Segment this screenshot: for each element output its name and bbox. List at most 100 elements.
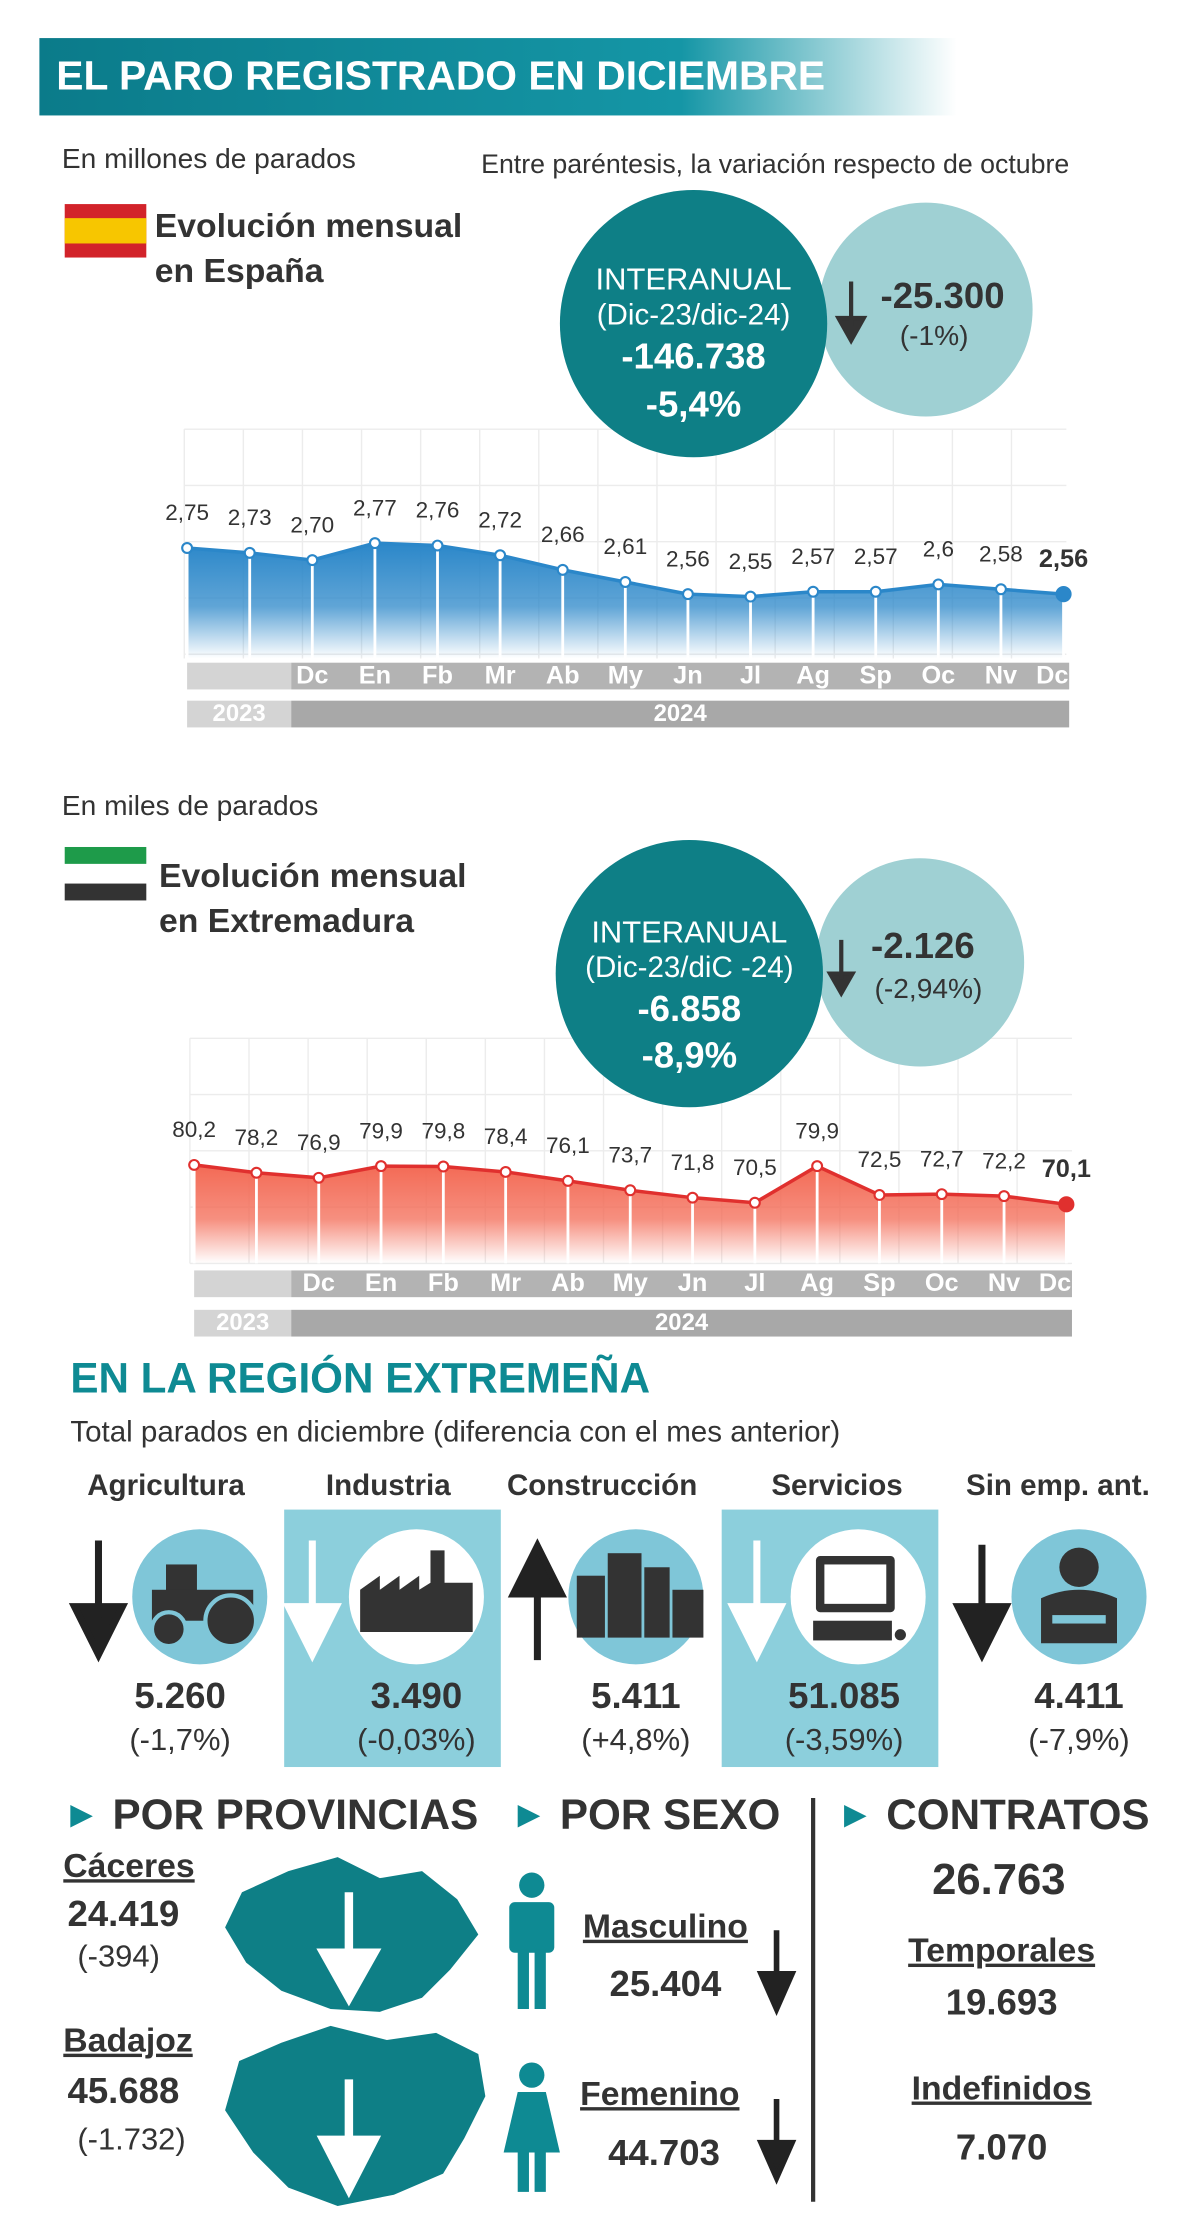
interanual-percent: -8,9% bbox=[642, 1035, 738, 1076]
sex-name: Masculino bbox=[583, 1908, 748, 1946]
flag-stripe bbox=[64, 883, 147, 901]
value-label: 80,2 bbox=[172, 1117, 216, 1142]
monthly-percent: (-1%) bbox=[900, 320, 969, 351]
point bbox=[619, 576, 632, 588]
point bbox=[494, 549, 507, 562]
value-label: 78,2 bbox=[235, 1125, 279, 1150]
value-label: 2,58 bbox=[979, 541, 1023, 566]
value-label: 79,9 bbox=[795, 1118, 839, 1143]
sector-change: (+4,8%) bbox=[581, 1722, 690, 1757]
title: EL PARO REGISTRADO EN DICIEMBRE bbox=[56, 53, 825, 99]
heading: en Extremadura bbox=[159, 902, 414, 940]
value-label: 72,5 bbox=[858, 1147, 902, 1172]
point bbox=[807, 585, 820, 598]
heading: Evolución mensual bbox=[159, 857, 467, 895]
point bbox=[748, 1196, 761, 1209]
province-name: Cáceres bbox=[63, 1847, 194, 1885]
sector-value: 5.260 bbox=[134, 1675, 226, 1716]
point bbox=[998, 1190, 1011, 1203]
value-label: 76,9 bbox=[297, 1130, 341, 1155]
point bbox=[811, 1160, 824, 1173]
header-bar bbox=[39, 38, 957, 116]
x-tick-label: Ab bbox=[546, 661, 580, 689]
monthly-value: -2.126 bbox=[871, 925, 975, 966]
heading: Evolución mensual bbox=[155, 207, 463, 245]
section-title: POR SEXO bbox=[560, 1791, 780, 1838]
period-label: 2023 bbox=[213, 700, 266, 727]
x-tick-label: Oc bbox=[921, 661, 955, 689]
band bbox=[194, 1270, 292, 1298]
point bbox=[243, 546, 256, 559]
sector-change: (-1,7%) bbox=[129, 1722, 230, 1757]
value-label: 2,56 bbox=[666, 546, 710, 571]
value-label: 2,57 bbox=[791, 544, 835, 569]
band bbox=[187, 700, 292, 728]
sector-arrows bbox=[68, 1538, 1012, 1663]
section-title: CONTRATOS bbox=[886, 1791, 1149, 1838]
interanual-period: (Dic-23/diC -24) bbox=[585, 951, 793, 984]
value-label: 2,56 bbox=[1039, 545, 1088, 573]
value-label: 70,5 bbox=[733, 1155, 777, 1180]
down-arrow bbox=[316, 1892, 382, 2007]
period-label: 2023 bbox=[216, 1309, 269, 1336]
value-label: 79,9 bbox=[359, 1118, 403, 1143]
point bbox=[250, 1166, 263, 1179]
male-icon bbox=[509, 1872, 555, 2010]
x-tick-label: Jn bbox=[673, 661, 703, 689]
sex-value: 25.404 bbox=[609, 1963, 721, 2004]
point bbox=[681, 588, 694, 601]
extremadura-chart: 80,2 78,2 76,9 79,9 79,8 78,4 76,1 73,7 71,8 70,5… bbox=[172, 1037, 1091, 1337]
unit-note: En miles de parados bbox=[62, 790, 318, 821]
point bbox=[368, 537, 381, 550]
down-arrow bbox=[834, 281, 868, 345]
sex-name: Femenino bbox=[580, 2075, 739, 2113]
down-arrow bbox=[756, 1930, 797, 2016]
point bbox=[188, 1158, 201, 1171]
interanual-value: -146.738 bbox=[621, 335, 765, 376]
sector-name: Sin emp. ant. bbox=[966, 1469, 1150, 1502]
x-tick-label: Jn bbox=[678, 1269, 708, 1297]
value-label: 79,8 bbox=[421, 1119, 465, 1144]
sector-name: Construcción bbox=[507, 1469, 697, 1502]
band bbox=[291, 662, 1070, 690]
sector-name: Agricultura bbox=[87, 1469, 245, 1502]
sector-icons bbox=[132, 1529, 1147, 1665]
value-label: 2,76 bbox=[416, 498, 460, 523]
x-tick-label: Dc bbox=[303, 1269, 335, 1297]
band bbox=[187, 662, 292, 690]
value-label: 2,57 bbox=[854, 544, 898, 569]
sector-value: 5.411 bbox=[591, 1675, 680, 1716]
contract-name: Temporales bbox=[908, 1932, 1095, 1970]
x-tick-label: Ab bbox=[551, 1269, 585, 1297]
band bbox=[291, 1270, 1072, 1298]
x-tick-label: Oc bbox=[925, 1269, 959, 1297]
spain-chart: 2,75 2,73 2,70 2,77 2,76 2,72 2,66 2,61 2,56 2,55… bbox=[165, 428, 1088, 728]
heading: en España bbox=[155, 252, 324, 290]
x-tick-label: Mr bbox=[490, 1269, 521, 1297]
variation-note: Entre paréntesis, la variación respecto … bbox=[481, 149, 1069, 179]
x-tick-label: Dc bbox=[296, 661, 328, 689]
yearly-bubble bbox=[559, 190, 828, 458]
down-arrow bbox=[826, 939, 857, 998]
x-tick-label: Nv bbox=[985, 661, 1017, 689]
x-tick-label: My bbox=[613, 1269, 648, 1297]
female-icon bbox=[503, 2062, 560, 2192]
value-label: 2,70 bbox=[290, 512, 334, 537]
point bbox=[431, 539, 444, 552]
point bbox=[744, 590, 757, 603]
yearly-bubble bbox=[555, 839, 823, 1108]
sector-value: 51.085 bbox=[788, 1675, 900, 1716]
point bbox=[624, 1184, 637, 1197]
value-label: 2,61 bbox=[603, 534, 647, 559]
map-badajoz bbox=[225, 2025, 486, 2206]
x-tick-label: Sp bbox=[860, 661, 892, 689]
month-bubble bbox=[818, 202, 1033, 417]
x-tick-label: En bbox=[365, 1269, 397, 1297]
bullet bbox=[517, 1805, 541, 1828]
bullet bbox=[70, 1805, 93, 1828]
province-name: Badajoz bbox=[63, 2022, 192, 2060]
point bbox=[869, 585, 882, 598]
value-label: 2,66 bbox=[541, 522, 585, 547]
point bbox=[1055, 586, 1072, 603]
